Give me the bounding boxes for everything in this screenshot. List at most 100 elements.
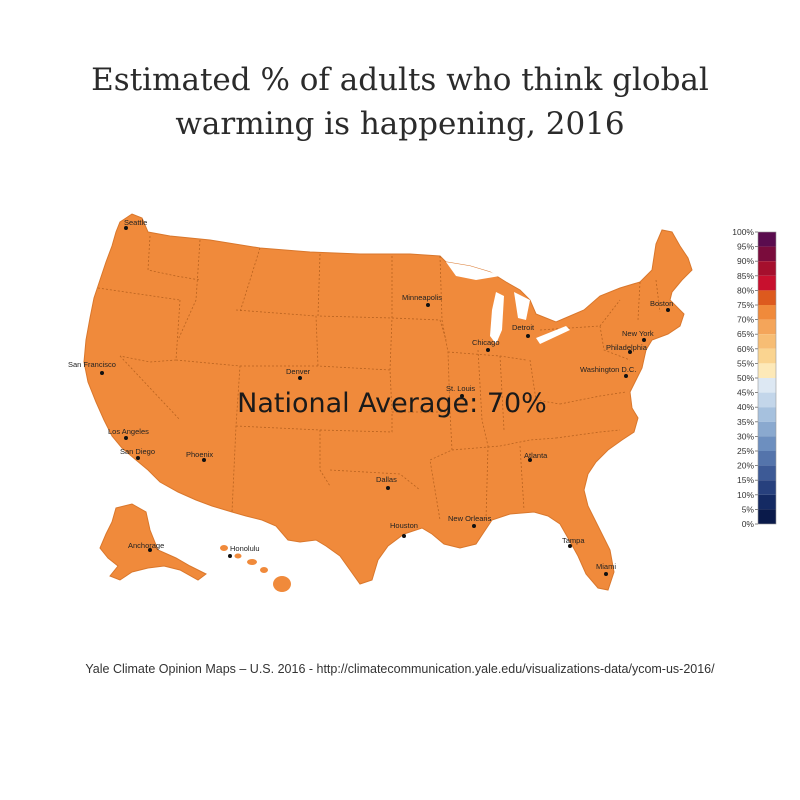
legend-swatch [758,275,776,291]
legend-label: 0% [742,519,755,529]
city-dot [526,334,530,338]
city-marker: Seattle [124,218,147,230]
city-label: Atlanta [524,451,548,460]
chart-title: Estimated % of adults who think global w… [0,58,800,146]
city-marker: Tampa [562,536,585,548]
city-marker: Atlanta [524,451,548,462]
city-marker: Denver [286,367,311,380]
city-label: Washington D.C. [580,365,636,374]
city-label: New Orleans [448,514,492,523]
legend-swatch [758,290,776,305]
city-marker: Los Angeles [108,427,149,440]
legend-label: 50% [737,373,754,383]
legend-swatch [758,436,776,451]
legend-label: 30% [737,431,754,441]
city-marker: Miami [596,562,616,576]
alaska-shape [99,503,207,581]
city-label: New York [622,329,654,338]
legend-swatch [758,261,776,276]
city-dot [136,456,140,460]
city-label: San Francisco [68,360,116,369]
city-marker: San Francisco [68,360,116,375]
city-label: Boston [650,299,673,308]
city-dot [486,348,490,352]
city-marker: Honolulu [228,544,260,558]
city-dot [202,458,206,462]
city-marker: New Orleans [448,514,492,528]
city-dot [426,303,430,307]
city-marker: Houston [390,521,418,538]
legend-label: 70% [737,315,754,325]
city-dot [624,374,628,378]
city-label: St. Louis [446,384,475,393]
legend-label: 35% [737,417,754,427]
legend-swatch [758,378,776,393]
city-marker: Philadelphia [606,343,648,354]
legend-label: 25% [737,446,754,456]
city-label: Denver [286,367,311,376]
legend-swatch [758,480,776,495]
legend-label: 45% [737,388,754,398]
contiguous-us-shape [83,213,693,591]
legend-label: 65% [737,329,754,339]
city-dot [100,371,104,375]
legend-swatch [758,363,776,378]
legend-swatch [758,509,776,524]
city-dot [666,308,670,312]
lake-superior [446,262,500,280]
city-dot [528,458,532,462]
legend-swatch [758,319,776,335]
city-marker: Detroit [512,323,535,338]
legend-label: 80% [737,285,754,295]
lake-michigan [490,292,504,344]
legend-label: 75% [737,300,754,310]
city-marker: Anchorage [128,541,164,552]
city-label: Chicago [472,338,500,347]
city-dot [402,534,406,538]
city-dot [298,376,302,380]
city-marker: Boston [650,299,673,312]
legend-label: 90% [737,256,754,266]
city-label: Detroit [512,323,535,332]
city-dot [568,544,572,548]
city-label: Seattle [124,218,147,227]
city-dot [604,572,608,576]
legend-swatch [758,465,776,481]
city-label: Phoenix [186,450,213,459]
contiguous-us [83,213,693,591]
title-line-1: Estimated % of adults who think global [91,62,709,98]
city-dot [460,394,464,398]
legend-swatch [758,451,776,466]
legend-label: 95% [737,242,754,252]
city-label: Los Angeles [108,427,149,436]
city-marker: Chicago [472,338,500,352]
city-marker: Washington D.C. [580,365,636,378]
lake-huron [514,292,530,320]
city-marker: San Diego [120,447,155,460]
legend-label: 5% [742,504,755,514]
city-label: Miami [596,562,616,571]
legend-swatch [758,232,776,247]
legend-swatch [758,348,776,364]
city-dot [148,548,152,552]
legend-label: 85% [737,271,754,281]
city-label: Honolulu [230,544,260,553]
color-legend: 100% 95% 90% 85% 80% 75% 70% 65% 60% 55% 50% 45% 40%… [732,227,777,529]
city-dot [628,350,632,354]
city-label: Minneapolis [402,293,442,302]
national-average-label: National Average: 70% [237,388,547,419]
city-label: Houston [390,521,418,530]
city-dot [386,486,390,490]
legend-frame [757,231,777,525]
city-dot [124,226,128,230]
legend-swatch [758,305,776,320]
hawaii-shape [220,545,291,592]
title-line-2: warming is happening, 2016 [175,106,625,142]
city-marker: New York [622,329,654,342]
legend-swatch [758,407,776,422]
legend-label: 55% [737,358,754,368]
legend-swatch [758,494,776,510]
legend-swatch [758,421,776,437]
city-label: Anchorage [128,541,164,550]
